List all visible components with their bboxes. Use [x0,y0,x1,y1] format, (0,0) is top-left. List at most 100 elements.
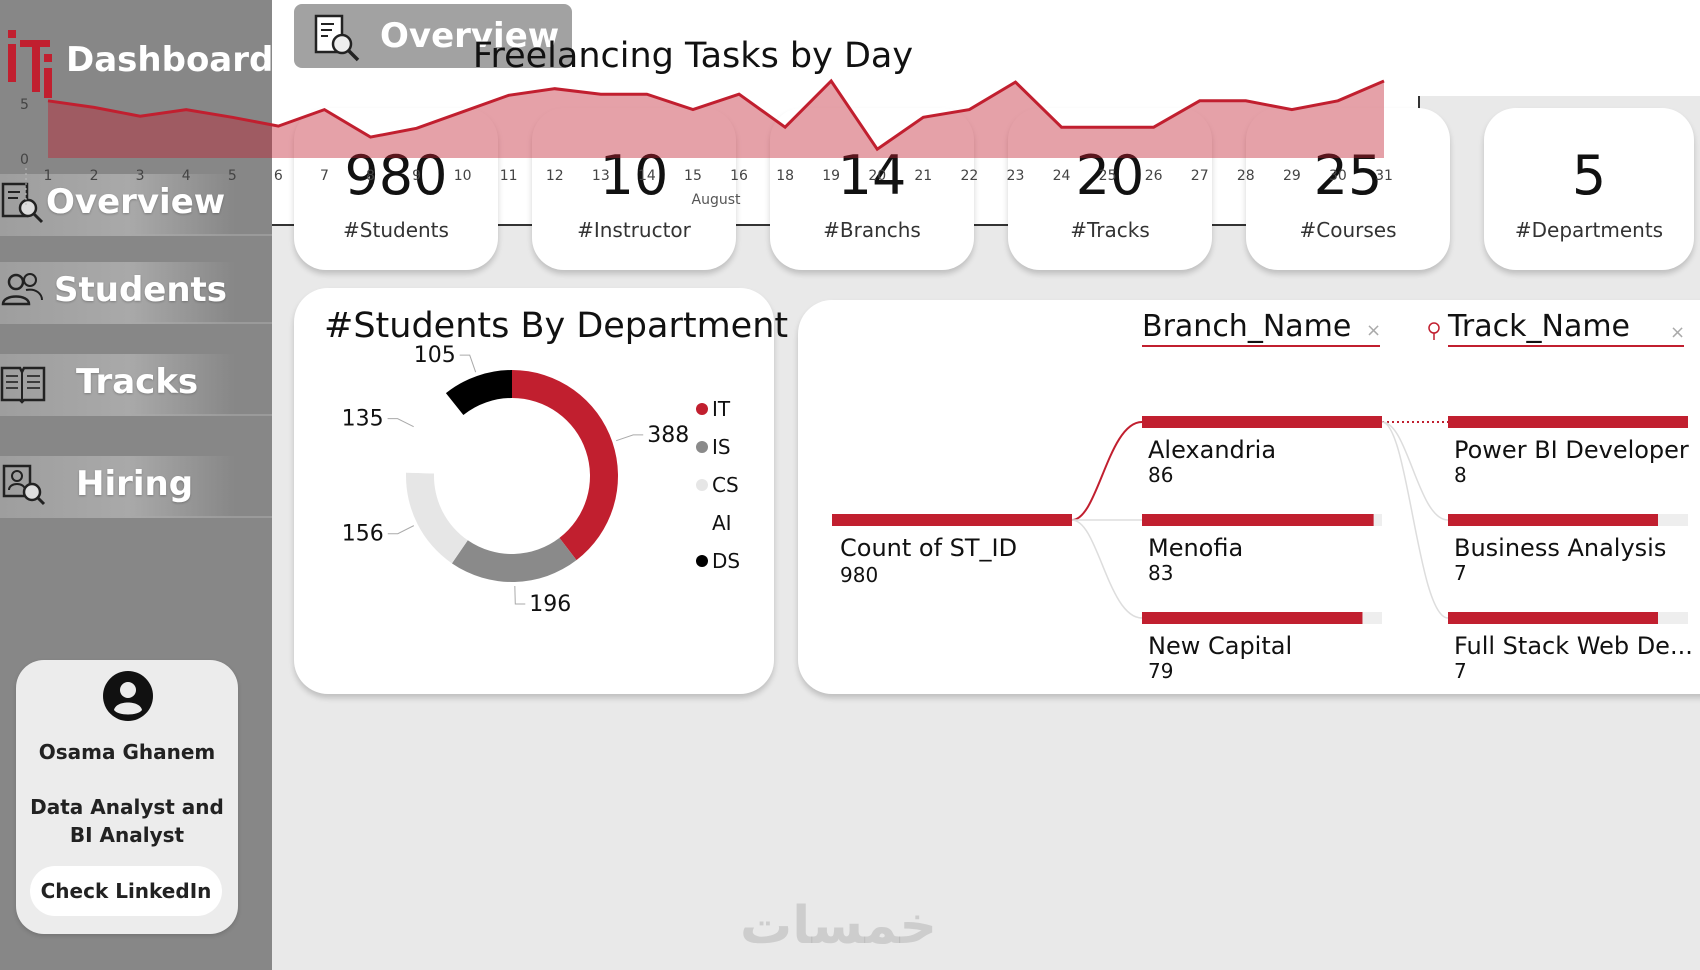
track-name-header[interactable]: Track_Name [1447,309,1630,344]
profile-name: Osama Ghanem [38,740,216,764]
x-tick-label: 27 [1191,168,1209,184]
kpi-label: #Courses [1299,218,1397,242]
tree-root-bar[interactable] [832,514,1072,526]
tree-track-bar[interactable] [1448,514,1658,526]
tree-branch-bar[interactable] [1142,612,1363,624]
tree-track-bar[interactable] [1448,612,1658,624]
tree-branch-bar[interactable] [1142,514,1374,526]
tree-branch-label: Menofia [1148,534,1243,562]
lightbulb-icon[interactable] [1428,322,1440,334]
kpi-card-branchs: 14 #Branchs [770,108,974,270]
kpi-value: 10 [599,144,669,207]
donut-slice-it[interactable] [512,370,618,561]
donut-slice-ai[interactable] [406,393,464,474]
area-chart: 05 1 2 3 4 5 6 7 8 9 10 11 12 13 14 15 16 18 19 20 21 22 23 24… [20,78,1393,208]
x-tick-label: 21 [914,168,932,184]
donut-data-label: 105 [414,343,456,368]
sidebar-item-label: Tracks [76,362,199,402]
legend-item-ai[interactable]: AI [712,511,732,535]
legend-item-is[interactable]: IS [712,435,731,459]
x-tick-label: 6 [274,168,283,184]
tree-track-value: 8 [1454,463,1467,487]
sidebar-item-students[interactable]: Students [0,258,272,324]
sidebar-item-hiring[interactable]: Hiring [0,452,272,518]
decomposition-tree[interactable]: Branch_Name × Track_Name × Count of ST_ID980… [798,300,1700,694]
kpi-card-students: 980 #Students [294,108,498,270]
tree-track-label: Power BI Developer [1454,436,1689,464]
x-tick-label: 18 [776,168,794,184]
x-tick-label: 16 [730,168,748,184]
donut-data-label: 388 [647,423,689,448]
donut-data-label: 135 [342,407,384,432]
x-tick-label: 14 [638,168,656,184]
legend-marker [696,441,708,453]
donut-title: #Students By Department [324,306,789,346]
tree-track-bar[interactable] [1448,416,1688,428]
tab-overview[interactable]: Overview [294,4,572,68]
tree-track-label: Full Stack Web De... [1454,632,1693,660]
x-tick-label: 7 [320,168,329,184]
donut-slice-ds[interactable] [445,370,512,416]
donut-slice-cs[interactable] [406,472,468,564]
sidebar-item-label: Students [54,270,228,310]
donut-data-label: 196 [529,592,571,617]
donut-leader-line [459,354,477,373]
close-icon[interactable]: × [1366,320,1381,341]
kpi-value: 14 [837,144,907,207]
x-tick-label: 2 [90,168,99,184]
sidebar-item-label: Hiring [76,464,194,504]
x-tick-label: 3 [136,168,145,184]
kpi-value: 25 [1313,144,1383,207]
x-tick-label: 28 [1237,168,1255,184]
legend-marker [696,555,708,567]
donut-leader-line [514,585,526,605]
legend-item-cs[interactable]: CS [712,473,739,497]
x-tick-label: 23 [1007,168,1025,184]
chart-title: Freelancing Tasks by Day [472,36,914,76]
area-line [47,78,1385,152]
tree-branch-value: 86 [1148,463,1173,487]
branch-name-header[interactable]: Branch_Name [1142,309,1351,344]
tree-branch-bar[interactable] [1142,416,1382,428]
tree-branch-value: 79 [1148,659,1173,683]
x-tick-label: 4 [182,168,191,184]
kpi-label: #Tracks [1070,218,1150,242]
kpi-label: #Departments [1514,218,1664,242]
sidebar-item-label: Overview [46,182,226,222]
legend-item-ds[interactable]: DS [712,549,740,573]
x-tick-label: 5 [228,168,237,184]
users-icon [1,273,43,306]
close-icon[interactable]: × [1670,322,1685,343]
legend-item-it[interactable]: IT [712,397,731,421]
page-title: Overview [380,16,560,56]
tree-root-value: 980 [840,563,878,587]
sidebar-item-overview[interactable]: Overview [0,170,272,236]
tree-link [1381,421,1449,521]
x-tick-label: 13 [592,168,610,184]
x-tick-label: 19 [822,168,840,184]
profile-card: Osama Ghanem Data Analyst and BI Analyst… [16,660,238,934]
app-title: Dashboard [66,40,274,80]
kpi-card-departments: 5 #Departments [1484,108,1694,270]
check-linkedin-button[interactable]: Check LinkedIn [30,866,222,916]
watermark-text: خمسات [740,896,938,956]
tree-link [1071,421,1143,521]
tree-branch-label: Alexandria [1148,436,1276,464]
tree-branch-label: New Capital [1148,632,1292,660]
x-tick-label: 1 [44,168,53,184]
tree-track-value: 7 [1454,659,1467,683]
x-tick-label: 22 [960,168,978,184]
user-avatar-icon [103,671,153,721]
legend-marker [696,479,708,491]
report-search-icon [1,182,44,224]
kpi-value: 5 [1571,144,1607,207]
area-fill [48,81,1384,158]
tree-link [1381,421,1449,619]
donut-leader-line [387,418,414,428]
x-tick-label: 30 [1329,168,1347,184]
book-icon [0,366,46,404]
donut-slice-is[interactable] [451,537,577,582]
sidebar-item-tracks[interactable]: Tracks [0,350,272,416]
profile-role: Data Analyst and BI Analyst [30,795,224,847]
